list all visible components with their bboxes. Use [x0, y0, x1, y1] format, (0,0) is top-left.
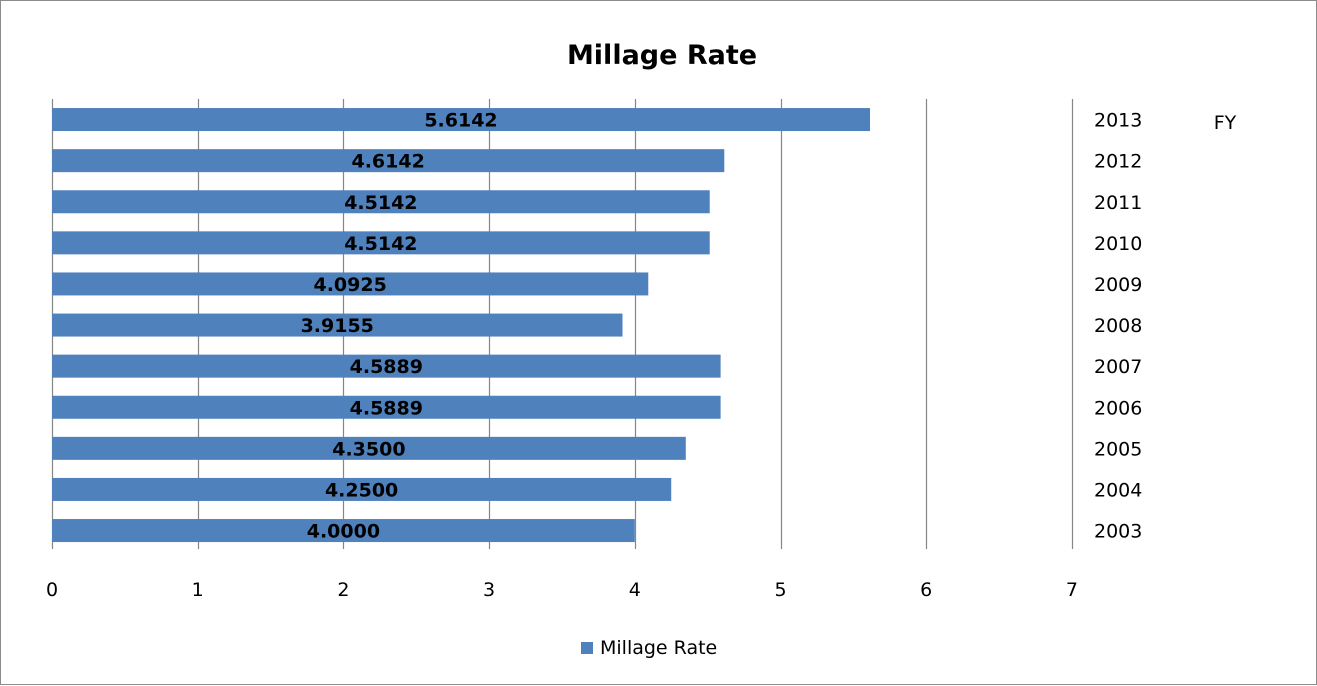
bar-2004: [52, 477, 672, 501]
data-label-2013: 5.6142: [424, 110, 497, 132]
x-tick-label-5: 5: [774, 579, 786, 601]
y-axis-category-labels: 2013 2012 2011 2010 2009 2008 2007 2006 2005 2004…: [1094, 110, 1142, 543]
legend-label: Millage Rate: [600, 637, 717, 659]
legend-swatch: [581, 642, 593, 654]
bars: [52, 108, 870, 543]
y-category-label-2011: 2011: [1094, 192, 1142, 214]
bar-2012: [52, 149, 725, 173]
data-label-2007: 4.5889: [350, 356, 423, 378]
data-label-2005: 4.3500: [332, 438, 405, 460]
bar-2008: [52, 313, 623, 337]
x-tick-label-4: 4: [629, 579, 641, 601]
data-label-2010: 4.5142: [344, 233, 417, 255]
bar-2003: [52, 519, 635, 543]
data-label-2012: 4.6142: [351, 151, 424, 173]
data-label-2006: 4.5889: [350, 397, 423, 419]
y-category-label-2012: 2012: [1094, 151, 1142, 173]
y-category-label-2005: 2005: [1094, 438, 1142, 460]
x-tick-label-2: 2: [337, 579, 349, 601]
bar-2010: [52, 231, 710, 255]
y-category-label-2006: 2006: [1094, 397, 1142, 419]
y-category-label-2004: 2004: [1094, 479, 1142, 501]
y-category-label-2013: 2013: [1094, 110, 1142, 132]
x-tick-label-1: 1: [192, 579, 204, 601]
data-label-2009: 4.0925: [313, 274, 386, 296]
bar-2006: [52, 395, 721, 419]
bar-2013: [52, 108, 870, 132]
data-label-2003: 4.0000: [307, 521, 380, 543]
bar-2009: [52, 272, 649, 296]
y-category-label-2003: 2003: [1094, 521, 1142, 543]
data-label-2011: 4.5142: [344, 192, 417, 214]
y-category-label-2010: 2010: [1094, 233, 1142, 255]
x-axis-tick-labels: 0 1 2 3 4 5 6 7: [46, 579, 1078, 601]
y-category-label-2009: 2009: [1094, 274, 1142, 296]
legend: Millage Rate: [581, 637, 717, 659]
x-tick-label-0: 0: [46, 579, 58, 601]
bar-2005: [52, 436, 686, 460]
y-category-label-2007: 2007: [1094, 356, 1142, 378]
data-label-2004: 4.2500: [325, 479, 398, 501]
bar-2011: [52, 190, 710, 214]
bar-2007: [52, 354, 721, 378]
category-axis-title: FY: [1214, 112, 1237, 134]
chart-title: Millage Rate: [567, 40, 757, 71]
data-label-2008: 3.9155: [301, 315, 374, 337]
x-tick-label-7: 7: [1066, 579, 1078, 601]
y-category-label-2008: 2008: [1094, 315, 1142, 337]
x-tick-label-6: 6: [920, 579, 932, 601]
x-tick-label-3: 3: [483, 579, 495, 601]
